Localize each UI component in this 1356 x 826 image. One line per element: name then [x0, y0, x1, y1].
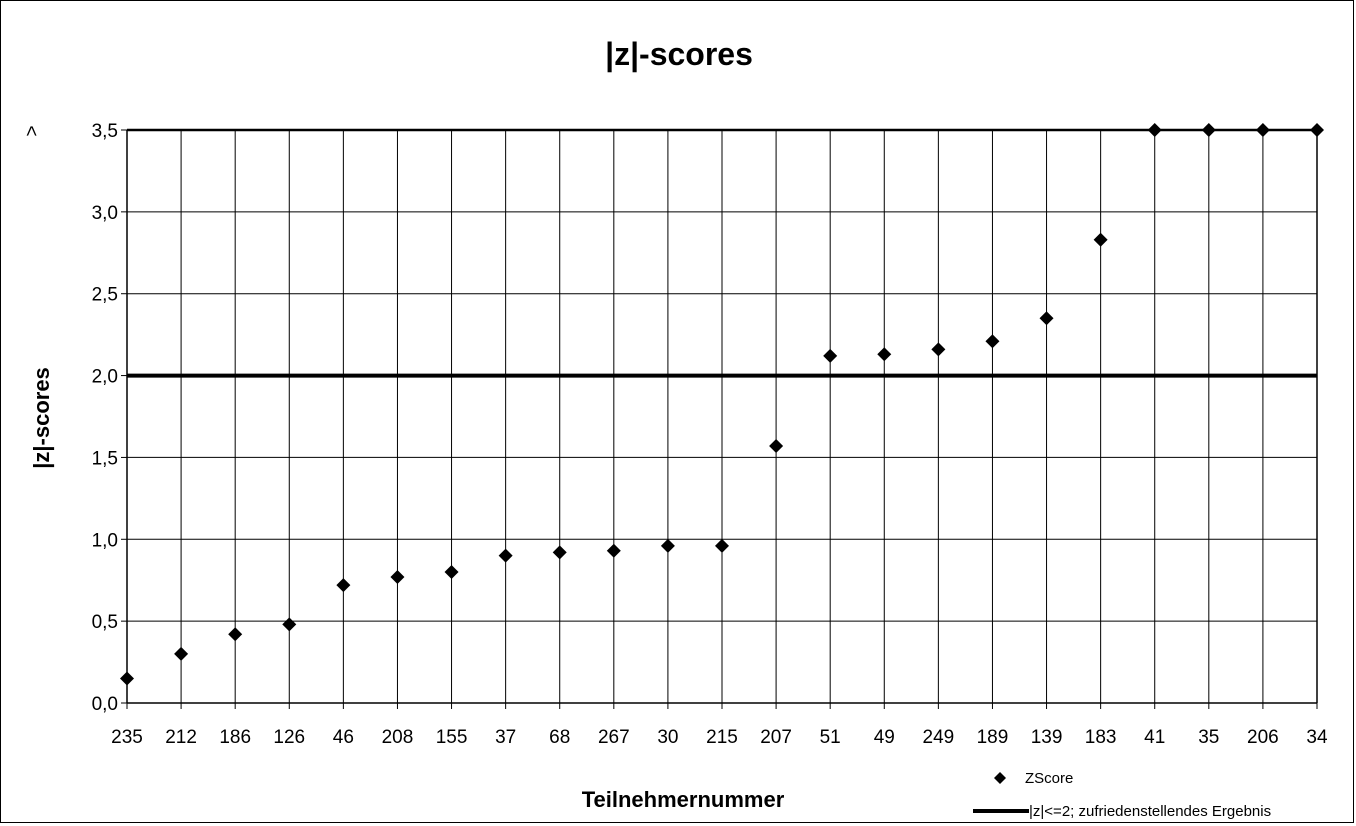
x-tick-label: 267: [598, 727, 630, 748]
y-tick-label: 2,5: [92, 285, 118, 306]
x-tick-label: 212: [165, 727, 197, 748]
data-point: [444, 565, 459, 580]
x-tick-label: 37: [495, 727, 516, 748]
data-point: [1039, 311, 1054, 326]
data-point: [1201, 123, 1216, 137]
y-tick-label: 1,5: [92, 448, 118, 469]
x-tick-label: 51: [820, 727, 841, 748]
x-tick-label: 35: [1198, 727, 1219, 748]
x-axis-title: Teilnehmernummer: [582, 787, 785, 812]
x-tick-label: 215: [706, 727, 738, 748]
y-tick-label: 3,0: [92, 203, 118, 224]
x-tick-label: 183: [1085, 727, 1117, 748]
x-tick-label: 41: [1144, 727, 1165, 748]
legend-label-zscore: ZScore: [1025, 770, 1073, 787]
data-point: [336, 578, 351, 593]
data-point: [1310, 123, 1324, 137]
data-point: [715, 538, 729, 553]
vertical-gridlines: [180, 130, 1264, 703]
x-tick-label: 249: [923, 727, 955, 748]
data-point: [823, 348, 838, 363]
x-tick-label: 206: [1247, 727, 1279, 748]
y-axis-title: |z|-scores: [29, 367, 54, 469]
y-tick-label: 1,0: [92, 530, 118, 551]
x-tick-label: 34: [1306, 727, 1328, 748]
x-tick-label: 30: [657, 727, 678, 748]
x-tick-label: 189: [977, 727, 1009, 748]
legend: ZScore |z|<=2; zufriedenstellendes Ergebn…: [973, 770, 1271, 820]
x-tick-label: 207: [760, 727, 792, 748]
y-tick-label: 0,5: [92, 612, 118, 633]
data-point: [282, 617, 297, 632]
data-point: [120, 671, 134, 686]
data-point: [1093, 232, 1108, 247]
legend-label-reference: |z|<=2; zufriedenstellendes Ergebnis: [1029, 803, 1271, 820]
data-point: [660, 538, 675, 553]
data-point: [769, 438, 784, 453]
x-tick-labels: 235 212 186 126 46 208 155 37 68 267 30 215 207 51 49 2…: [111, 703, 1328, 748]
data-point: [228, 627, 243, 642]
y-tick-label: 0,0: [92, 694, 118, 715]
data-point: [877, 347, 892, 362]
y-tick-label: 3,5: [92, 121, 118, 142]
data-points: [120, 123, 1324, 686]
y-tick-label: 2,0: [92, 367, 118, 388]
x-tick-label: 68: [549, 727, 570, 748]
data-point: [498, 548, 513, 563]
x-tick-label: 208: [382, 727, 414, 748]
data-point: [931, 342, 946, 357]
data-point: [174, 646, 189, 661]
x-tick-label: 126: [273, 727, 305, 748]
data-point: [1147, 123, 1162, 137]
x-tick-label: 139: [1031, 727, 1063, 748]
x-tick-label: 155: [436, 727, 468, 748]
data-point: [606, 543, 621, 558]
x-tick-label: 49: [874, 727, 895, 748]
y-overflow-marker: >: [22, 125, 43, 136]
data-point: [390, 569, 405, 584]
x-tick-label: 46: [333, 727, 354, 748]
x-tick-label: 235: [111, 727, 143, 748]
y-tick-labels: 0,0 0,5 1,0 1,5 2,0 2,5 3,0 3,5 >: [22, 121, 118, 715]
legend-marker-diamond: [994, 772, 1006, 784]
data-point: [1255, 123, 1270, 137]
data-point: [985, 334, 1000, 349]
x-tick-label: 186: [219, 727, 251, 748]
data-point: [552, 545, 567, 560]
chart-title: |z|-scores: [605, 36, 753, 72]
